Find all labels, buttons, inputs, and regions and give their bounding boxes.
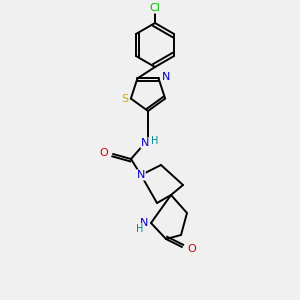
Text: H: H xyxy=(151,136,159,146)
Text: N: N xyxy=(137,170,145,180)
Text: O: O xyxy=(99,148,108,158)
Text: N: N xyxy=(162,72,170,82)
Text: S: S xyxy=(121,94,128,103)
Text: N: N xyxy=(140,218,148,228)
Text: O: O xyxy=(187,244,196,254)
Text: H: H xyxy=(136,224,144,234)
Text: Cl: Cl xyxy=(150,3,160,13)
Text: N: N xyxy=(141,138,149,148)
